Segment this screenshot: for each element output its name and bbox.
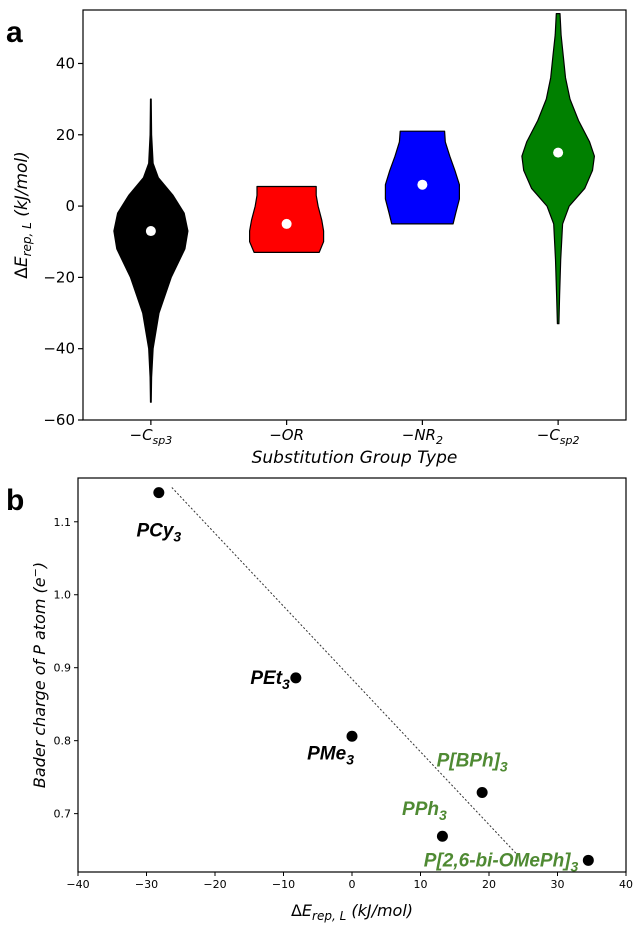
violin-median-2	[417, 179, 428, 190]
point-label: PEt3	[250, 668, 290, 692]
y-tick-label: 0	[65, 197, 75, 215]
x-tick-label: 40	[619, 878, 633, 891]
violin-0	[113, 98, 189, 403]
y-tick-label: 1.1	[54, 516, 72, 529]
violin-2	[384, 130, 460, 225]
x-tick-label: −OR	[269, 426, 304, 444]
y-tick-label: 1.0	[54, 589, 72, 602]
x-tick-label: −Csp3	[129, 426, 172, 447]
y-tick-label: −20	[43, 268, 75, 286]
x-axis-label: ΔErep, L (kJ/mol)	[291, 901, 413, 923]
point-label: PMe3	[307, 743, 354, 767]
trend-line	[171, 487, 517, 855]
point-label: P[BPh]3	[437, 750, 508, 774]
violin-median-3	[553, 147, 564, 158]
panel-b-letter: b	[6, 484, 24, 517]
point-label: P[2,6-bi-OMePh]3	[424, 850, 579, 874]
x-axis-label: Substitution Group Type	[252, 448, 458, 468]
x-tick-label: 0	[349, 878, 356, 891]
y-tick-label: 20	[56, 126, 75, 144]
x-tick-label: 30	[551, 878, 565, 891]
y-tick-label: 0.9	[54, 662, 72, 675]
x-tick-label: 10	[414, 878, 428, 891]
y-axis-label: Bader charge of P atom (e−)	[29, 562, 49, 788]
panel-a-letter: a	[6, 16, 23, 49]
point-label: PCy3	[136, 521, 181, 545]
data-point	[436, 830, 448, 842]
scatter-chart: −40 −30 −20 −10 0 10 20 30 40 0.7 0.8 0.9 1.0 1.1 PCy3…	[29, 477, 633, 923]
violin-median-0	[145, 226, 156, 237]
data-point	[346, 730, 358, 742]
y-tick-label: 40	[56, 54, 75, 72]
data-point	[476, 786, 488, 798]
y-axis-label: ΔErep, L (kJ/mol)	[12, 151, 34, 279]
x-tick-label: −NR2	[402, 426, 443, 447]
x-tick-label: 20	[482, 878, 496, 891]
y-tick-label: −40	[43, 340, 75, 358]
violin-median-1	[281, 218, 292, 229]
x-tick-label: −20	[203, 878, 226, 891]
y-tick-label: 0.8	[54, 735, 72, 748]
y-tick-label: 0.7	[54, 808, 72, 821]
y-tick-label: −60	[43, 411, 75, 429]
x-tick-label: −30	[135, 878, 158, 891]
plot-frame	[82, 9, 627, 421]
violin-chart: −60 −40 −20 0 20 40 −Csp3 −OR −NR2 −Csp2 Substitut…	[12, 9, 627, 468]
x-tick-label: −Csp2	[537, 426, 580, 447]
x-tick-label: −40	[66, 878, 89, 891]
data-point	[290, 672, 302, 684]
violin-3	[521, 13, 596, 325]
x-tick-label: −10	[272, 878, 295, 891]
data-point	[582, 854, 594, 866]
data-point	[153, 487, 165, 499]
point-label: PPh3	[402, 799, 447, 823]
